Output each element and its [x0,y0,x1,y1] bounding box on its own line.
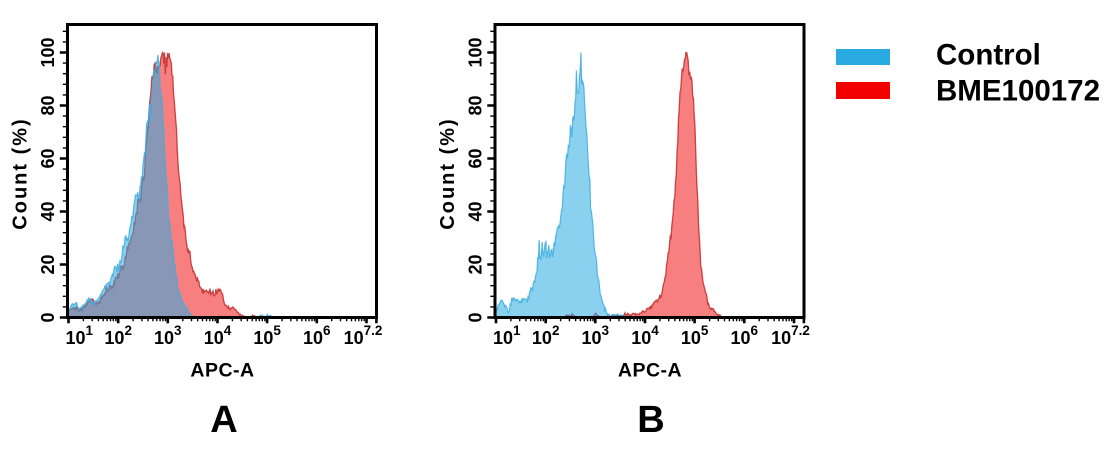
svg-text:20: 20 [466,254,486,274]
svg-text:Control: Control [936,39,1041,72]
svg-text:0: 0 [38,312,58,322]
svg-text:60: 60 [466,148,486,168]
svg-text:80: 80 [38,95,58,115]
svg-text:20: 20 [38,254,58,274]
svg-text:40: 40 [466,201,486,221]
svg-text:107.2: 107.2 [771,323,810,348]
svg-text:B: B [637,399,664,441]
svg-text:Count (%): Count (%) [437,117,459,229]
svg-text:0: 0 [466,312,486,322]
svg-text:100: 100 [38,37,58,67]
svg-text:100: 100 [466,37,486,67]
svg-text:APC-A: APC-A [618,360,682,382]
svg-text:BME100172: BME100172 [936,75,1100,108]
svg-text:80: 80 [466,95,486,115]
svg-text:40: 40 [38,201,58,221]
svg-text:APC-A: APC-A [190,360,254,382]
svg-text:A: A [210,399,237,441]
svg-text:Count (%): Count (%) [10,117,32,229]
svg-text:60: 60 [38,148,58,168]
